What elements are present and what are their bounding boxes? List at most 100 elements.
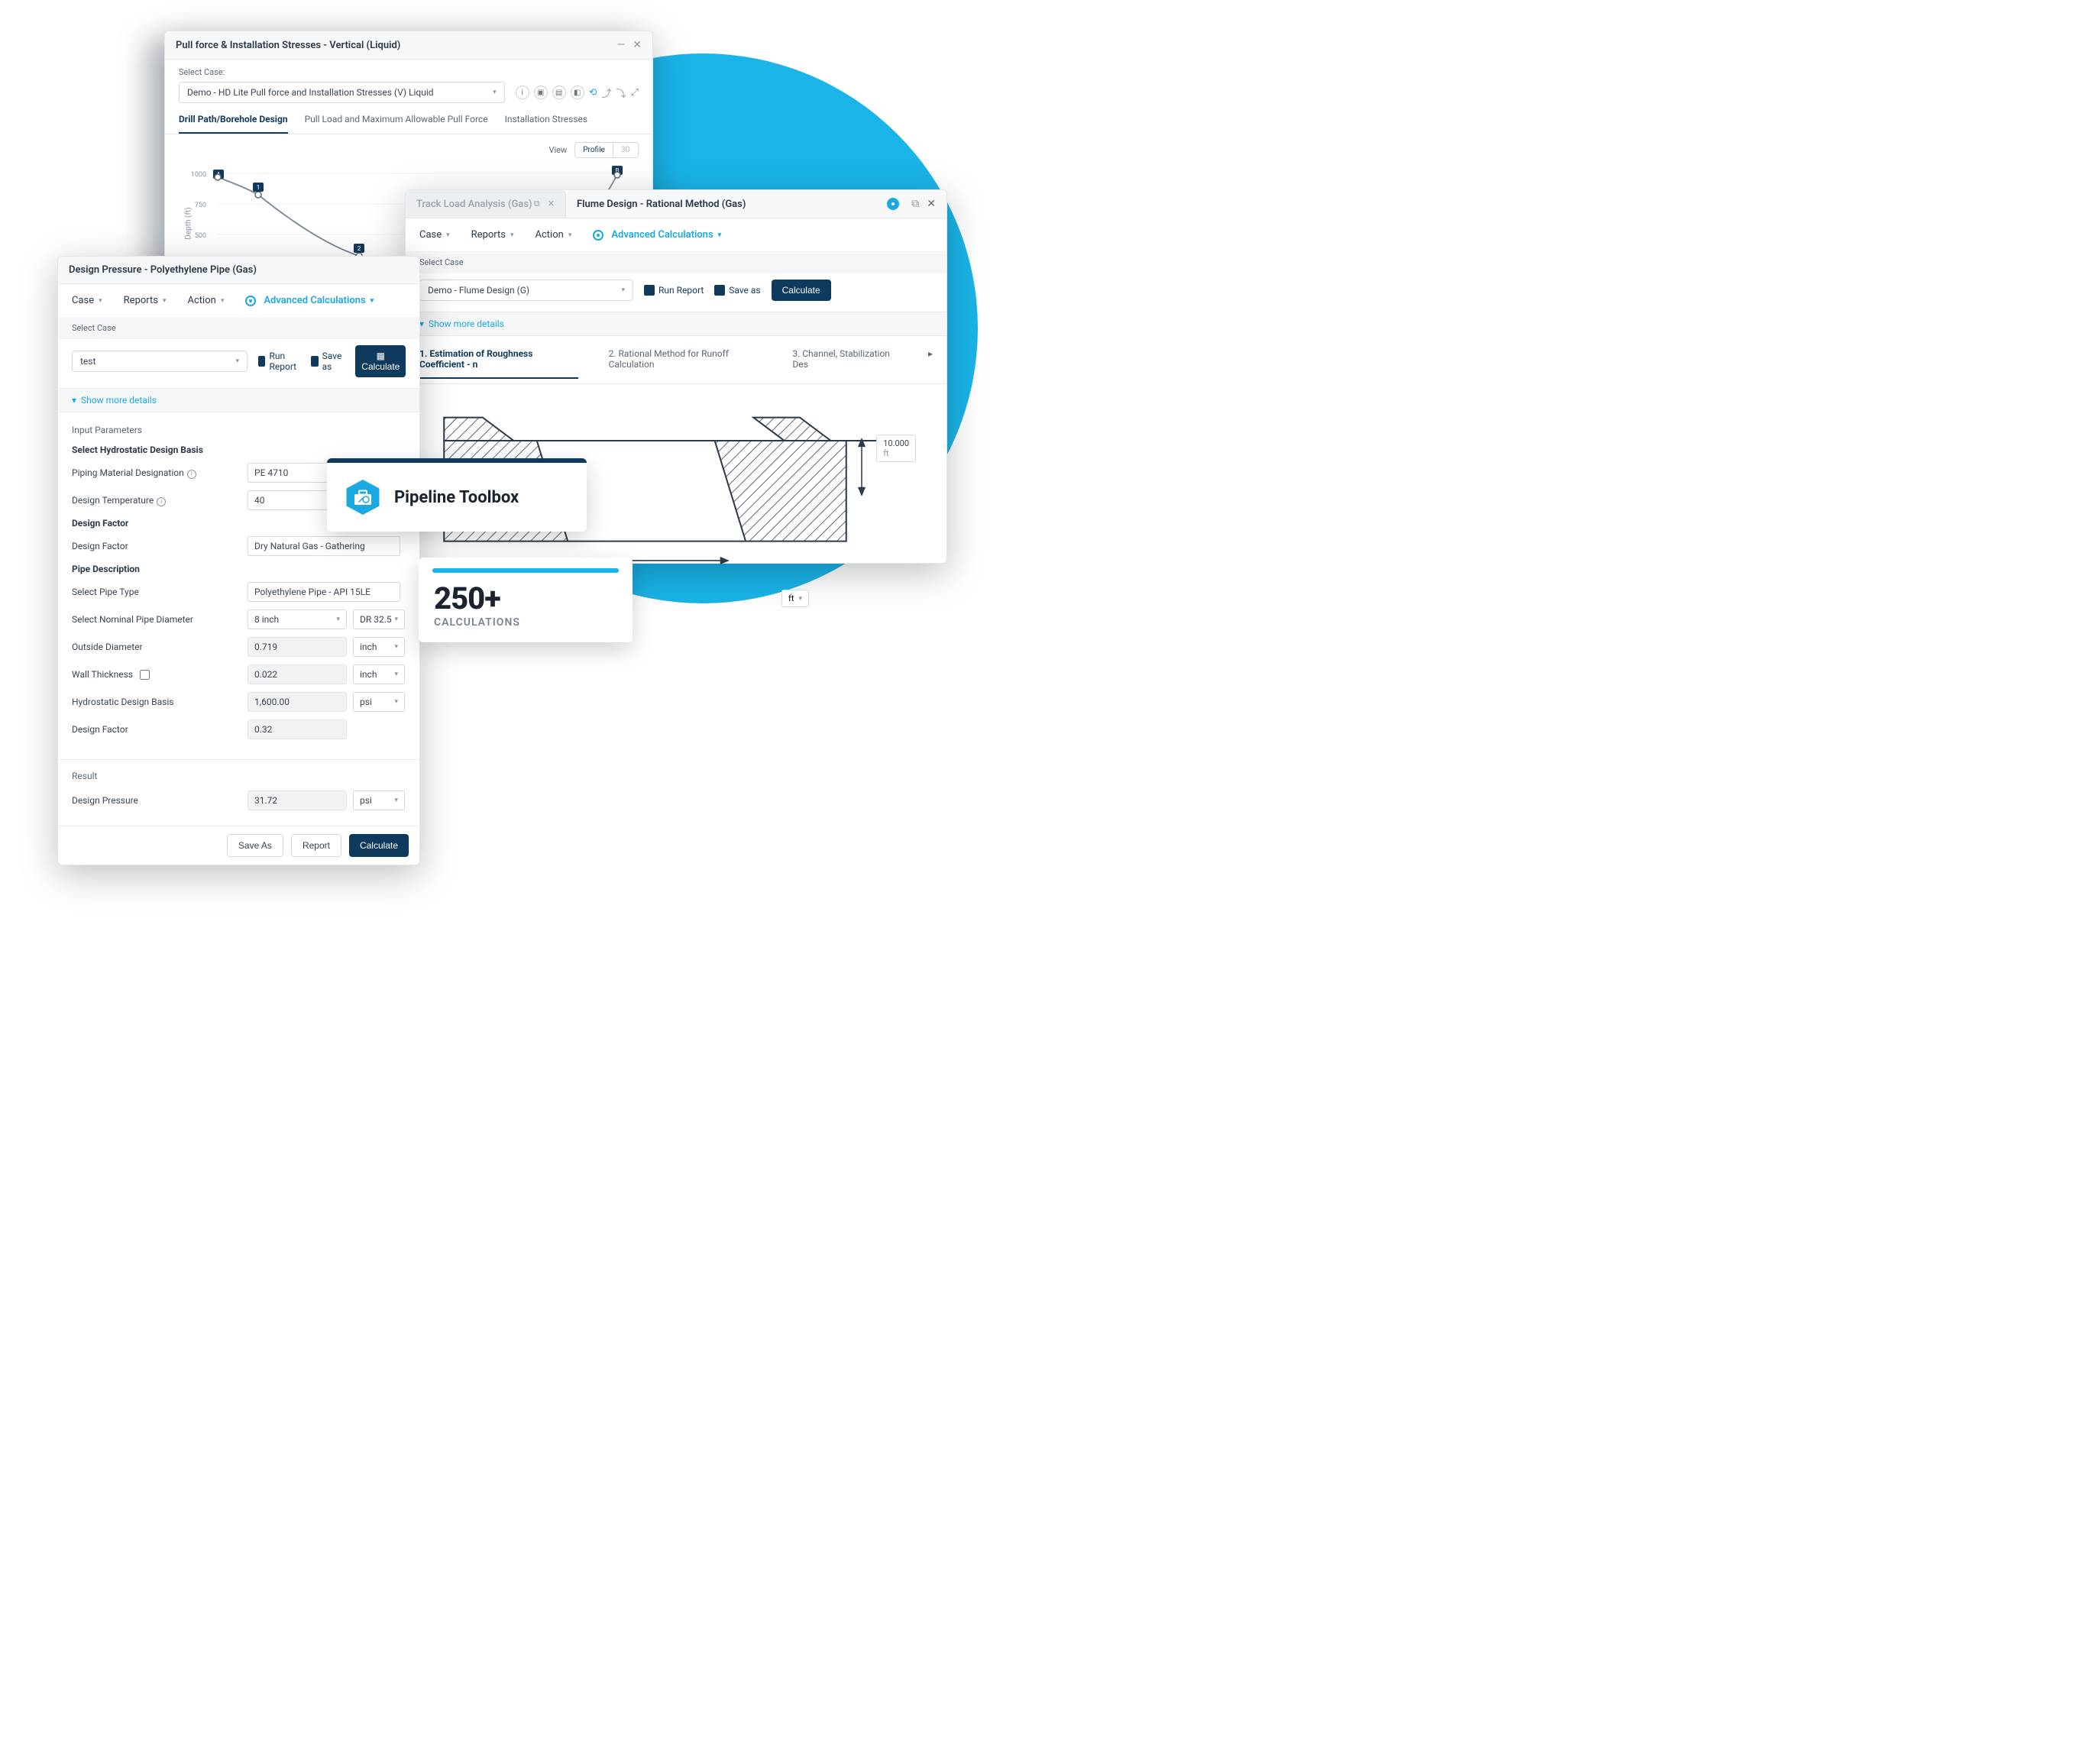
case-section: Select Case: Demo - HD Lite Pull force a… [165,60,652,106]
run-report-button[interactable]: Run Report [644,285,704,296]
show-more-toggle[interactable]: ▾Show more details [406,312,946,336]
save-as-button[interactable]: Save As [227,834,283,857]
unit-select[interactable]: inch▾ [353,664,405,684]
toolbar-icons: i ▣ ▤ ◧ ⟲ ⤴ ⤵ ⤢ [516,86,639,100]
menu-reports[interactable]: Reports▾ [124,295,167,306]
action-icon[interactable]: ◧ [571,86,584,99]
menu-bar: Case▾ Reports▾ Action▾ Advanced Calculat… [406,218,946,251]
select-case-label: Select Case: [179,67,639,77]
close-icon[interactable]: ✕ [927,198,936,210]
svg-text:500: 500 [195,232,206,240]
case-select[interactable]: Demo - HD Lite Pull force and Installati… [179,82,505,103]
design-factor-input: 0.32 [248,719,347,739]
titlebar: Design Pressure - Polyethylene Pipe (Gas… [58,257,419,284]
download-icon[interactable]: ⤵ [616,86,626,100]
titlebar: Pull force & Installation Stresses - Ver… [165,31,652,60]
tabs: Drill Path/Borehole Design Pull Load and… [165,106,652,134]
row-design-factor-val: Design Factor 0.32 [72,719,406,739]
toolbox-icon [344,478,382,516]
close-icon[interactable]: ✕ [548,199,555,209]
dimension-value: 10.000ft [876,435,916,462]
run-report-button[interactable]: Run Report [258,351,300,372]
case-select[interactable]: Demo - Flume Design (G)▾ [419,280,633,301]
calculate-button[interactable]: Calculate [772,280,831,301]
view-icon[interactable] [887,198,899,210]
window-controls: — ✕ [616,39,642,51]
wall-thickness-input: 0.022 [248,664,347,684]
menu-case[interactable]: Case▾ [72,295,102,306]
nominal-diameter-select[interactable]: 8 inch▾ [248,609,347,629]
select-case-label: Select Case [58,317,419,339]
view-toggle[interactable]: Profile 3D [574,142,639,158]
action-icon[interactable]: ▣ [534,86,548,99]
row-wall-thickness: Wall Thickness 0.022 inch▾ [72,664,406,684]
menu-case[interactable]: Case▾ [419,229,450,241]
menu-action[interactable]: Action▾ [536,229,572,241]
tab-install-stress[interactable]: Installation Stresses [505,114,588,134]
row-design-factor-sel: Design Factor Dry Natural Gas - Gatherin… [72,536,406,556]
badge-pipeline-toolbox: Pipeline Toolbox [327,458,587,532]
calc-label: CALCULATIONS [434,616,617,629]
badge-title: Pipeline Toolbox [394,488,519,507]
minimize-icon[interactable]: — [616,39,625,51]
row-nominal-diameter: Select Nominal Pipe Diameter 8 inch▾ DR … [72,609,406,629]
menu-advanced[interactable]: Advanced Calculations▾ [245,295,374,306]
badge-calculations: 250+ CALCULATIONS [419,558,633,642]
unit-select[interactable]: psi▾ [353,790,405,810]
close-icon[interactable]: ✕ [633,39,642,51]
step-1[interactable]: 1. Estimation of Roughness Coefficient -… [419,348,578,379]
step-3[interactable]: 3. Channel, Stabilization Des [792,348,898,379]
scroll-right-icon[interactable]: ▸ [928,348,933,379]
case-row: Demo - Flume Design (G)▾ Run Report Save… [406,273,946,312]
save-as-button[interactable]: Save as [714,285,760,296]
menu-action[interactable]: Action▾ [188,295,225,306]
result-value: 31.72 [248,790,347,810]
pipe-type-select[interactable]: Polyethylene Pipe - API 15LE [248,582,400,602]
share-icon[interactable]: ⟲ [589,87,597,99]
case-select[interactable]: test▾ [72,351,248,372]
row-pipe-type: Select Pipe Type Polyethylene Pipe - API… [72,582,406,602]
action-icon[interactable]: ▤ [552,86,566,99]
svg-text:1000: 1000 [191,171,206,179]
dr-select[interactable]: DR 32.5▾ [353,609,405,629]
report-button[interactable]: Report [291,834,341,857]
inactive-tab-track-load[interactable]: Track Load Analysis (Gas) ⧉✕ [406,190,566,218]
upload-icon[interactable]: ⤴ [602,86,612,100]
save-as-button[interactable]: Save as [311,351,345,372]
info-icon[interactable]: i [157,497,166,506]
wall-thickness-checkbox[interactable] [140,670,150,680]
row-hdb: Hydrostatic Design Basis 1,600.00 psi▾ [72,692,406,712]
row-result: Design Pressure 31.72 psi▾ [72,790,406,810]
svg-text:750: 750 [195,202,206,209]
steps: 1. Estimation of Roughness Coefficient -… [406,336,946,384]
tab-drill-path[interactable]: Drill Path/Borehole Design [179,114,288,134]
popout-icon[interactable]: ⧉ [911,198,919,210]
svg-text:1: 1 [257,184,260,191]
tab-pull-load[interactable]: Pull Load and Maximum Allowable Pull For… [305,114,488,134]
unit-select[interactable]: inch▾ [353,637,405,657]
info-icon[interactable]: i [187,470,196,479]
view-label: View [548,145,567,155]
menu-reports[interactable]: Reports▾ [471,229,514,241]
calculate-button[interactable]: ▦ Calculate [355,345,406,377]
info-icon[interactable]: i [516,86,529,99]
show-more-toggle[interactable]: ▾Show more details [58,388,419,412]
design-factor-select[interactable]: Dry Natural Gas - Gathering [248,536,400,556]
window-design-pressure: Design Pressure - Polyethylene Pipe (Gas… [57,256,420,865]
menu-advanced[interactable]: Advanced Calculations▾ [593,229,721,241]
svg-text:2: 2 [358,245,361,252]
window-title: Pull force & Installation Stresses - Ver… [176,40,400,51]
outside-diameter-input: 0.719 [248,637,347,657]
chevron-down-icon: ▾ [493,89,497,96]
hdb-input: 1,600.00 [248,692,347,712]
menu-bar: Case▾ Reports▾ Action▾ Advanced Calculat… [58,284,419,317]
expand-icon[interactable]: ⤢ [631,87,639,99]
unit-select[interactable]: ft▾ [781,590,809,607]
unit-select[interactable]: psi▾ [353,692,405,712]
step-2[interactable]: 2. Rational Method for Runoff Calculatio… [609,348,762,379]
footer-buttons: Save As Report Calculate [58,826,419,865]
popout-icon[interactable]: ⧉ [534,199,540,209]
calculate-button[interactable]: Calculate [349,834,409,857]
calc-count: 250+ [434,580,617,616]
case-row: test▾ Run Report Save as ▦ Calculate [58,339,419,388]
